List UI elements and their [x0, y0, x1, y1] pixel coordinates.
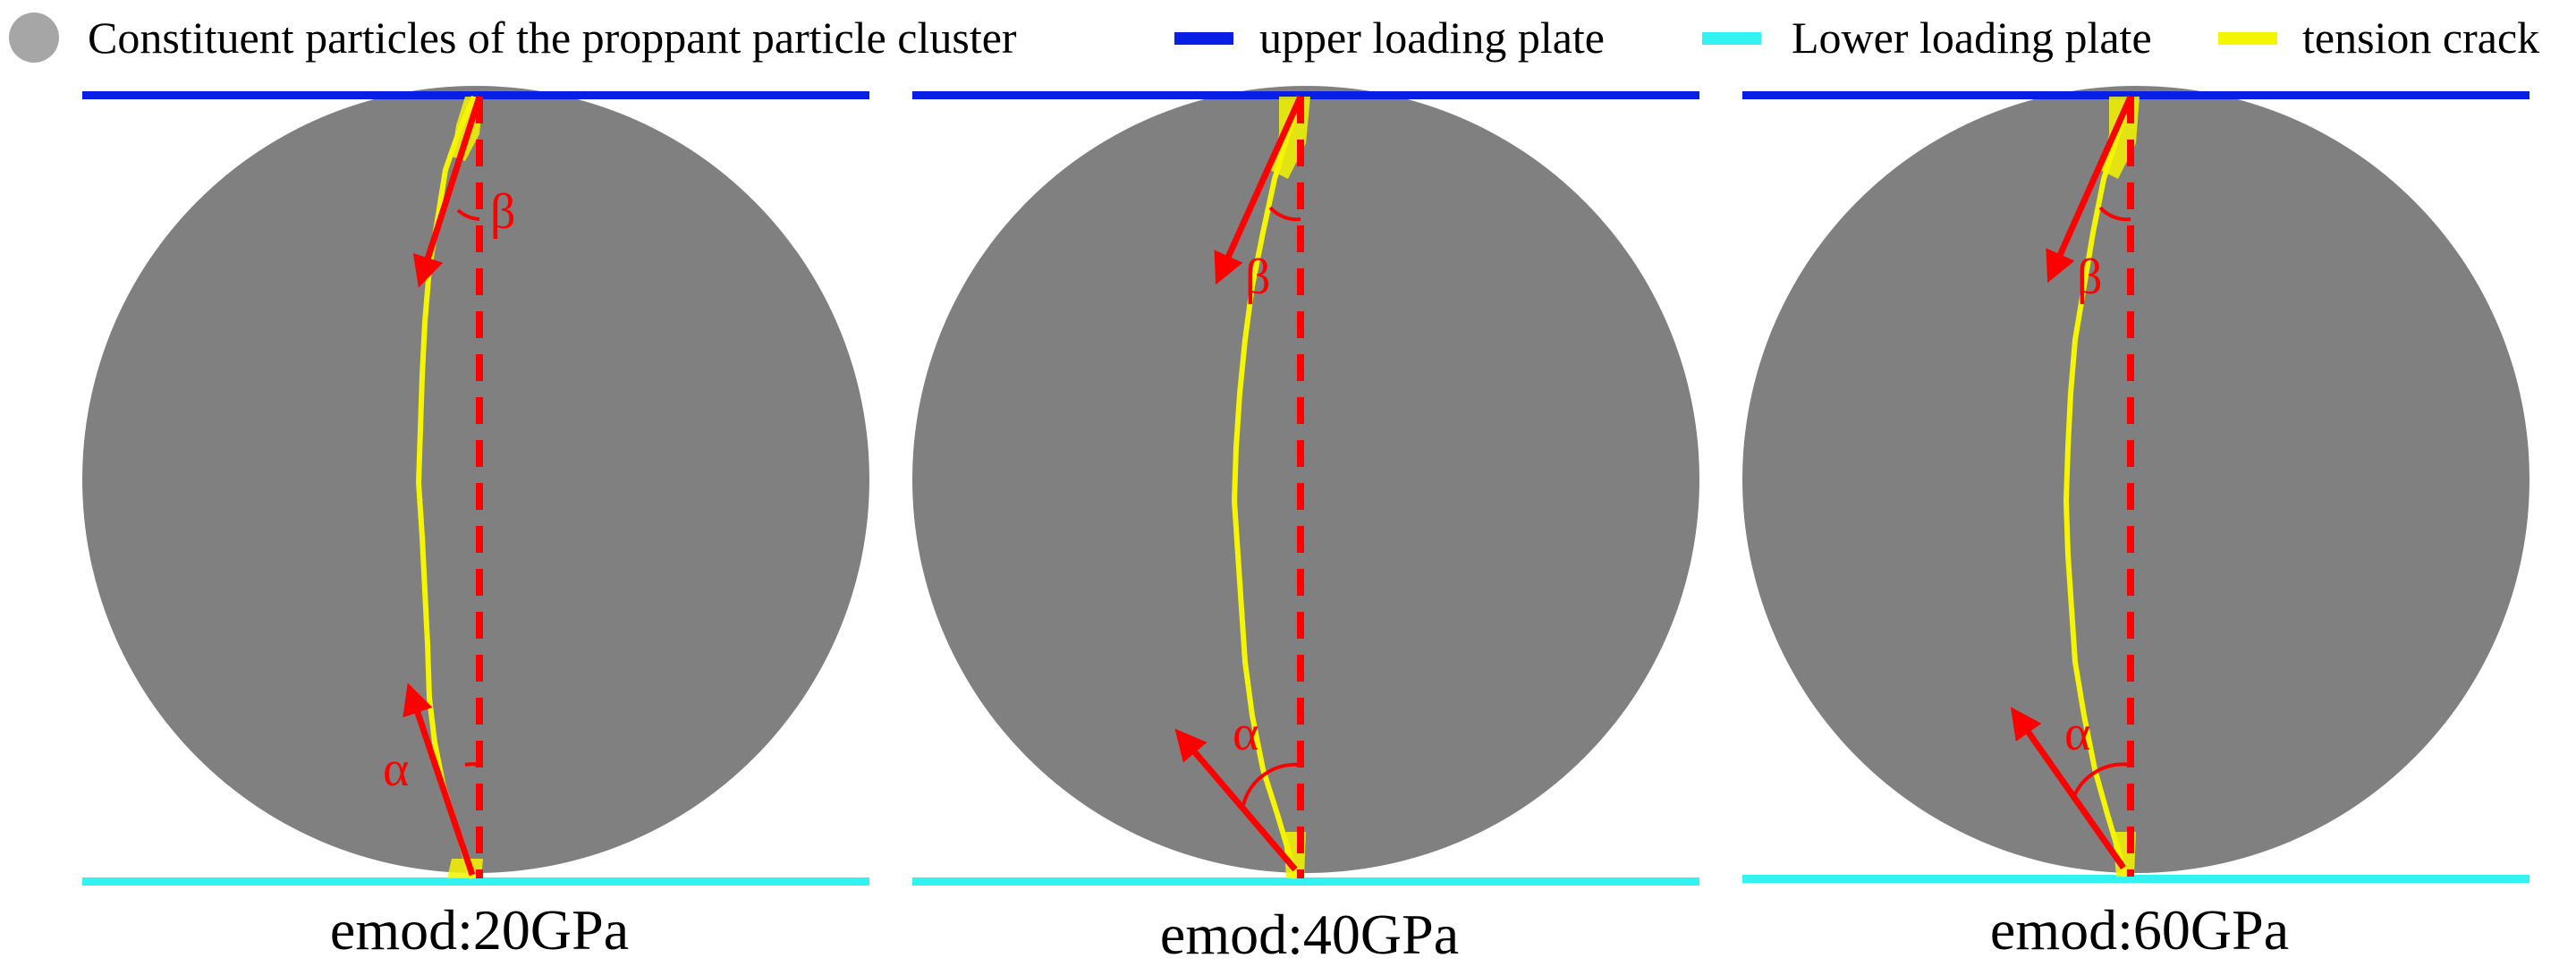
angle-label-beta: β [1245, 250, 1271, 305]
angle-label-alpha: α [1233, 706, 1258, 761]
arrow-bottom [2010, 707, 2126, 870]
angle-arc-bottom [464, 762, 480, 767]
particle-legend-swatch [9, 13, 59, 63]
lower-plate-legend-swatch [1702, 32, 1761, 45]
crack-legend-swatch [2218, 32, 2277, 45]
angle-arc-bottom [2072, 762, 2131, 799]
upper-plate-legend-swatch [1174, 32, 1233, 45]
panel-emod-40: β α [912, 86, 1699, 886]
angle-arc-top [2098, 206, 2131, 222]
angle-label-beta: β [490, 184, 516, 240]
legend-label-crack: tension crack [2302, 13, 2540, 63]
angle-arc-bottom [1241, 762, 1301, 806]
panel-emod-20: β α [82, 86, 869, 886]
panel-caption-emod-40: emod:40GPa [1159, 903, 1460, 966]
arrow-top [412, 95, 483, 288]
legend-label-lower-plate: Lower loading plate [1792, 13, 2152, 63]
legend-label-upper-plate: upper loading plate [1259, 13, 1605, 63]
disc [1742, 86, 2529, 873]
disc [82, 86, 869, 873]
upper-loading-plate [912, 91, 1699, 99]
panel-emod-60: β α [1742, 86, 2529, 883]
lower-loading-plate [82, 878, 869, 886]
legend-label-particles: Constituent particles of the proppant pa… [88, 13, 1017, 63]
panel-caption-emod-20: emod:20GPa [329, 898, 630, 962]
arrow-bottom [402, 682, 476, 877]
disc [912, 86, 1699, 873]
arrow-top [2046, 95, 2134, 284]
tension-crack [1231, 96, 1303, 879]
angle-arc-top [456, 208, 480, 221]
angle-arc-top [1268, 206, 1301, 222]
lower-loading-plate [912, 878, 1699, 886]
upper-loading-plate [82, 91, 869, 99]
angle-label-alpha: α [2064, 706, 2090, 761]
arrow-top [1214, 95, 1304, 285]
lower-loading-plate [1742, 875, 2529, 883]
tension-crack [2063, 96, 2133, 878]
angle-label-alpha: α [383, 742, 409, 797]
upper-loading-plate [1742, 91, 2529, 99]
arrow-bottom [1174, 728, 1298, 872]
angle-label-beta: β [2077, 250, 2103, 305]
panel-caption-emod-60: emod:60GPa [1989, 898, 2290, 962]
